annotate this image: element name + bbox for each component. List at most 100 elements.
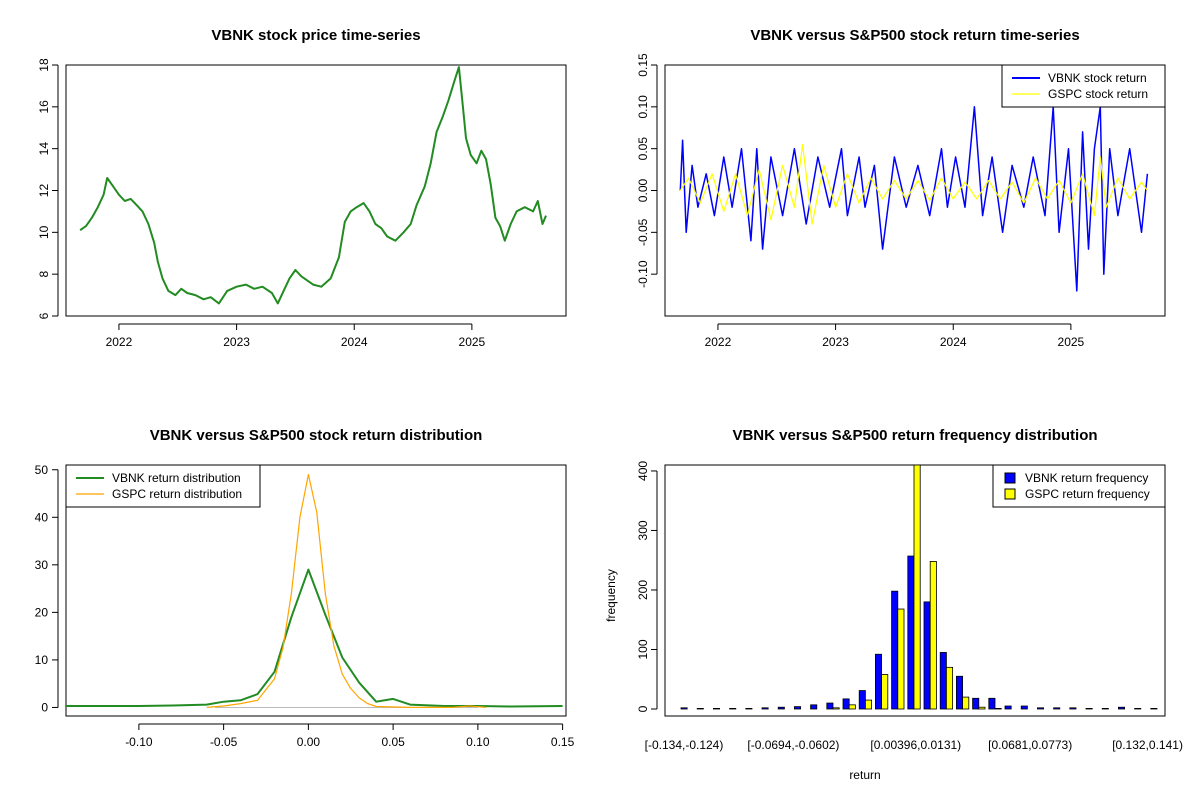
p4-bar-vbnk: [956, 675, 964, 710]
p2-y-tick-label: 0.05: [636, 137, 650, 161]
p4-bar-vbnk: [1101, 708, 1109, 710]
p3-legend-box: [65, 464, 261, 508]
p4-bar-vbnk: [842, 698, 850, 710]
p3-legend-label: VBNK return distribution: [112, 471, 241, 485]
p4-bar-vbnk: [745, 708, 753, 710]
p4-bar-vbnk: [1037, 707, 1045, 710]
p3-x-tick-label: 0.15: [551, 735, 575, 749]
p2-x-tick-label: 2022: [705, 335, 732, 349]
p4-bar-vbnk: [696, 708, 704, 710]
p4-bar-vbnk: [680, 707, 688, 710]
p2-x-tick-label: 2024: [940, 335, 967, 349]
p4-legend-swatch: [1004, 488, 1016, 500]
p3-x-tick-label: -0.10: [125, 735, 153, 749]
p2-y-tick-label: -0.10: [636, 260, 650, 288]
p1-y-tick-label: 14: [37, 142, 51, 156]
p4-bar-vbnk: [777, 706, 785, 710]
p4-y-tick-label: 0: [636, 705, 650, 712]
p4-x-tick-label: [-0.134,-0.124): [645, 738, 724, 752]
p2-y-tick-label: 0.00: [636, 178, 650, 202]
p1-x-tick-label: 2023: [223, 335, 250, 349]
p3-y-tick-label: 20: [35, 605, 49, 619]
p4-bar-vbnk: [826, 702, 834, 710]
p3-vbnk-density-line: [66, 568, 563, 708]
p4-x-tick-label: [0.132,0.141): [1112, 738, 1183, 752]
p4-bar-vbnk: [907, 555, 915, 710]
p1-x-tick-label: 2025: [459, 335, 486, 349]
p4-bar-gspc: [848, 704, 856, 710]
p1-y-tick-label: 10: [37, 225, 51, 239]
p4-legend-label: GSPC return frequency: [1025, 487, 1150, 501]
p3-plot-frame: [65, 464, 567, 717]
p4-bar-vbnk: [1069, 707, 1077, 710]
p2-plot-frame: [664, 64, 1166, 317]
p2-gspc-return-line: [679, 143, 1148, 225]
p3-y-tick-label: 0: [41, 700, 48, 714]
p3-x-tick-label: -0.05: [210, 735, 238, 749]
p4-bar-gspc: [881, 674, 889, 710]
p3-y-tick-label: 10: [35, 653, 49, 667]
p2-y-tick-label: -0.05: [636, 218, 650, 246]
p1-plot-frame: [65, 64, 567, 317]
p4-bar-vbnk: [939, 652, 947, 710]
p2-y-tick-label: 0.15: [636, 53, 650, 77]
p4-bar-vbnk: [1150, 708, 1158, 710]
p1-y-tick-label: 12: [37, 184, 51, 198]
p4-y-tick-label: 100: [636, 639, 650, 659]
p4-bar-gspc: [946, 666, 954, 710]
p4-bar-gspc: [994, 708, 1002, 710]
p1-y-tick-label: 8: [37, 271, 51, 278]
p4-bar-gspc: [929, 561, 937, 710]
p4-bar-vbnk: [858, 690, 866, 710]
p4-x-axis-label: return: [849, 768, 880, 782]
p4-legend-label: VBNK return frequency: [1025, 471, 1148, 485]
p4-x-tick-label: [0.00396,0.0131): [870, 738, 961, 752]
p3-gspc-density-line: [206, 473, 487, 709]
p4-y-tick-label: 400: [636, 461, 650, 481]
p3-x-tick-label: 0.10: [466, 735, 490, 749]
p4-bar-vbnk: [875, 653, 883, 710]
p2-legend-label: GSPC stock return: [1048, 87, 1148, 101]
p4-bar-gspc: [865, 699, 873, 710]
p1-y-tick-label: 16: [37, 100, 51, 114]
p4-legend-box: [992, 464, 1166, 508]
p4-bar-vbnk: [794, 706, 802, 710]
p4-legend-swatch: [1004, 472, 1016, 484]
p3-title: VBNK versus S&P500 stock return distribu…: [150, 427, 483, 444]
p4-bar-vbnk: [1134, 708, 1142, 710]
p4-bar-vbnk: [1085, 708, 1093, 710]
p1-y-tick-label: 18: [37, 58, 51, 72]
p4-y-tick-label: 300: [636, 520, 650, 540]
p3-y-tick-label: 30: [35, 558, 49, 572]
p4-bar-gspc: [832, 707, 840, 710]
p1-y-tick-label: 6: [37, 312, 51, 319]
p4-bar-vbnk: [972, 697, 980, 710]
p4-y-tick-label: 200: [636, 580, 650, 600]
p2-legend-box: [1001, 64, 1166, 108]
p4-bar-vbnk: [1004, 705, 1012, 710]
p4-bar-gspc: [978, 706, 986, 710]
p1-title: VBNK stock price time-series: [211, 27, 420, 44]
p3-y-tick-label: 50: [35, 463, 49, 477]
p4-bar-vbnk: [1020, 705, 1028, 710]
p2-y-tick-label: 0.10: [636, 95, 650, 119]
p4-bar-vbnk: [729, 708, 737, 710]
p2-vbnk-return-line: [679, 106, 1149, 292]
p1-x-tick-label: 2024: [341, 335, 368, 349]
p1-price-line: [79, 66, 547, 305]
p3-x-tick-label: 0.00: [297, 735, 321, 749]
p4-bar-vbnk: [761, 707, 769, 710]
p4-title: VBNK versus S&P500 return frequency dist…: [732, 427, 1097, 444]
p4-x-tick-label: [-0.0694,-0.0602): [747, 738, 839, 752]
p3-x-tick-label: 0.05: [381, 735, 405, 749]
p4-bar-gspc: [962, 696, 970, 710]
p3-y-tick-label: 40: [35, 510, 49, 524]
p2-x-tick-label: 2025: [1058, 335, 1085, 349]
p4-bar-vbnk: [923, 601, 931, 710]
p4-bar-vbnk: [713, 708, 721, 710]
p4-bar-vbnk: [988, 697, 996, 710]
p4-bar-gspc: [913, 464, 921, 710]
p2-title: VBNK versus S&P500 stock return time-ser…: [750, 27, 1079, 44]
p2-x-tick-label: 2023: [822, 335, 849, 349]
p4-x-tick-label: [0.0681,0.0773): [988, 738, 1072, 752]
